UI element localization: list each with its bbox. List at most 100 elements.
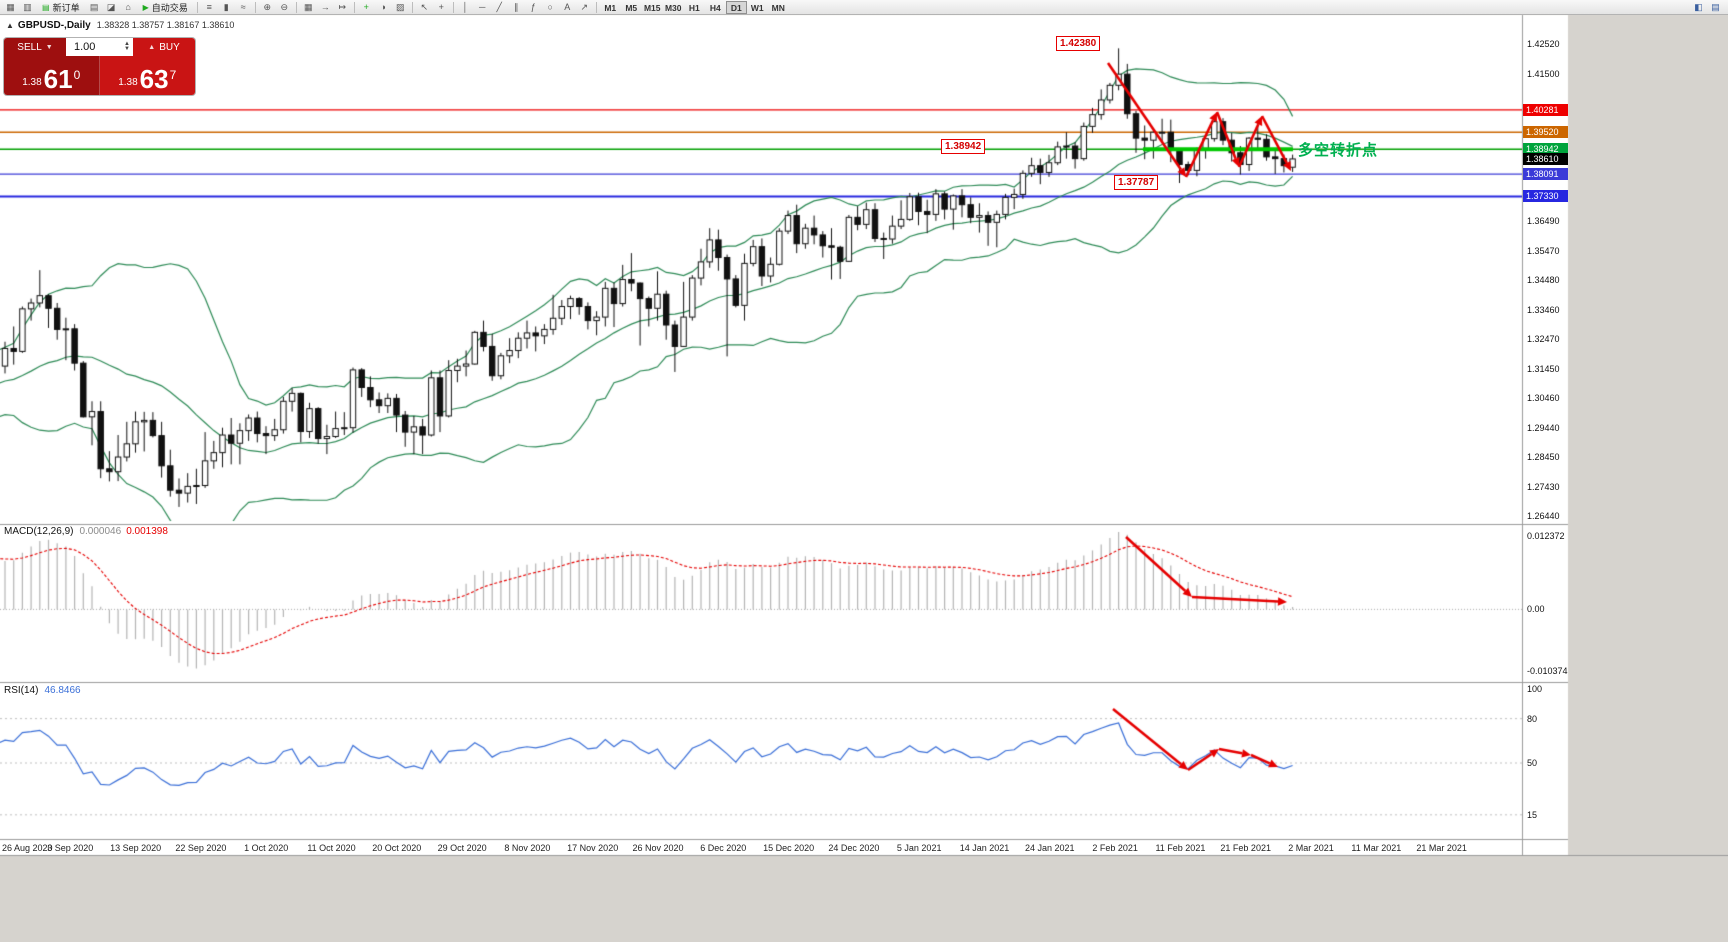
- date-label: 5 Jan 2021: [896, 843, 942, 853]
- price-tick-label: 1.42520: [1527, 39, 1560, 50]
- new-order-button[interactable]: ▤ 新订单: [38, 1, 84, 14]
- volume-down-icon[interactable]: ▼: [124, 46, 130, 52]
- date-label: 24 Jan 2021: [1025, 843, 1075, 853]
- zoom-out-icon[interactable]: ⊖: [280, 1, 289, 12]
- text-icon[interactable]: A: [564, 1, 571, 12]
- price-line-badge: 1.39520: [1523, 126, 1568, 139]
- ask-price-button[interactable]: 1.38 63 7: [99, 56, 195, 95]
- candlestick-chart-icon[interactable]: ▮: [223, 1, 229, 12]
- volume-stepper[interactable]: ▲ ▼: [124, 41, 130, 52]
- timeframe-button-D1[interactable]: D1: [725, 0, 747, 14]
- macd-scale-min: -0.010374: [1527, 666, 1568, 676]
- price-tick-label: 1.31450: [1527, 364, 1560, 375]
- shapes-icon[interactable]: ○: [547, 1, 553, 12]
- autotrading-button[interactable]: ▶ 自动交易: [139, 1, 192, 14]
- main-toolbar: ▦ ▥ ▤ 新订单 ▤ ◪ ⌂ ▶ 自动交易 ≡ ▮ ≈ ⊕ ⊖ ▦ → ↦ + ◑ ▨ ↖ + │ ─ ╱ ∥ ƒ ○ A ↗ M1 M5 M…: [0, 0, 1728, 15]
- macd-name: MACD(12,26,9): [4, 526, 74, 537]
- collapse-trade-panel-icon[interactable]: ▲: [6, 21, 14, 30]
- new-order-button-icon: ▤: [42, 2, 50, 12]
- price-tick-label: 1.32470: [1527, 334, 1560, 345]
- price-tick-label: 1.35470: [1527, 246, 1560, 257]
- timeframe-button-H4[interactable]: H4: [709, 2, 721, 13]
- bid-price-prefix: 1.38: [22, 77, 42, 88]
- date-label: 26 Nov 2020: [632, 843, 684, 853]
- price-annotation-box: 1.37787: [1114, 175, 1159, 190]
- periods-icon[interactable]: ◑: [380, 1, 386, 12]
- price-line-badge: 1.37330: [1523, 190, 1568, 203]
- timeframe-button-M30[interactable]: M30: [664, 2, 682, 13]
- buy-button[interactable]: ▲ BUY: [133, 38, 195, 56]
- chart-shift-icon[interactable]: ↦: [338, 1, 347, 12]
- date-label: 21 Mar 2021: [1416, 843, 1467, 853]
- timeframe-button-M5[interactable]: M5: [625, 2, 638, 13]
- new-chart-icon[interactable]: ▦: [6, 1, 15, 12]
- bid-price-button[interactable]: 1.38 61 0: [4, 56, 100, 95]
- add-indicator-icon[interactable]: +: [363, 1, 369, 12]
- line-chart-icon[interactable]: ≈: [240, 1, 246, 12]
- timeframe-button-M15[interactable]: M15: [643, 2, 661, 13]
- rsi-value: 46.8466: [44, 685, 81, 696]
- toolbar-separator: [353, 1, 355, 13]
- rsi-indicator-label: RSI(14) 46.8466: [4, 685, 81, 696]
- new-order-button-label: 新订单: [52, 2, 80, 13]
- toolbar-separator: [452, 1, 454, 13]
- volume-up-icon[interactable]: ▲: [124, 41, 130, 47]
- fibonacci-icon[interactable]: ƒ: [530, 1, 536, 12]
- ask-price-prefix: 1.38: [118, 77, 138, 88]
- date-label: 15 Dec 2020: [763, 843, 815, 853]
- vertical-line-icon[interactable]: │: [462, 1, 469, 12]
- price-line-badge: 1.38610: [1523, 152, 1568, 165]
- volume-value: 1.00: [74, 41, 96, 53]
- crosshair-icon[interactable]: +: [438, 1, 444, 12]
- price-tick-label: 1.29440: [1527, 422, 1560, 433]
- date-label: 21 Feb 2021: [1220, 843, 1271, 853]
- date-label: 13 Sep 2020: [110, 843, 162, 853]
- timeframe-button-MN[interactable]: MN: [771, 2, 785, 13]
- price-tick-label: 1.30460: [1527, 393, 1560, 404]
- timeframe-button-H1[interactable]: H1: [688, 2, 700, 13]
- market-watch-icon[interactable]: ▤: [89, 1, 99, 12]
- sell-button[interactable]: SELL ▼: [4, 38, 66, 56]
- price-annotation-box: 1.38942: [941, 139, 986, 154]
- horizontal-line-icon[interactable]: ─: [479, 1, 486, 12]
- toolbar-separator: [411, 1, 413, 13]
- ask-price-main: 63: [139, 64, 169, 94]
- data-window-icon[interactable]: ◪: [106, 1, 116, 12]
- auto-scroll-icon[interactable]: →: [320, 1, 330, 12]
- templates-icon[interactable]: ▨: [395, 1, 405, 12]
- price-tick-label: 1.34480: [1527, 275, 1560, 286]
- date-label: 14 Jan 2021: [959, 843, 1010, 853]
- date-label: 11 Mar 2021: [1351, 843, 1402, 853]
- zoom-in-icon[interactable]: ⊕: [263, 1, 272, 12]
- price-tick-label: 1.41500: [1527, 69, 1560, 80]
- tile-windows-icon[interactable]: ▦: [303, 1, 313, 12]
- timeframe-button-M1[interactable]: M1: [604, 2, 617, 13]
- price-tick-label: 1.26440: [1527, 511, 1560, 521]
- toolbar-separator: [196, 1, 198, 13]
- arrows-icon[interactable]: ↗: [580, 1, 589, 12]
- autotrading-button-label: 自动交易: [151, 2, 188, 13]
- date-label: 20 Oct 2020: [372, 843, 422, 853]
- macd-indicator-label: MACD(12,26,9) 0.000046 0.001398: [4, 526, 168, 537]
- timeframe-button-W1[interactable]: W1: [750, 2, 764, 13]
- date-label: 17 Nov 2020: [567, 843, 619, 853]
- bid-price-main: 61: [43, 64, 73, 94]
- trendline-icon[interactable]: ╱: [496, 1, 502, 12]
- price-annotation-box: 1.42380: [1056, 36, 1101, 51]
- date-label: 2 Mar 2021: [1288, 843, 1334, 853]
- macd-scale-zero: 0.00: [1527, 604, 1545, 614]
- date-label: 2 Feb 2021: [1092, 843, 1138, 853]
- window-tile-icon[interactable]: ▤: [1711, 2, 1720, 12]
- bar-chart-icon[interactable]: ≡: [206, 1, 212, 12]
- channel-icon[interactable]: ∥: [514, 1, 519, 12]
- window-cascade-icon[interactable]: ◧: [1694, 2, 1703, 12]
- date-label: 22 Sep 2020: [175, 843, 227, 853]
- date-label: 6 Dec 2020: [700, 843, 747, 853]
- cursor-icon[interactable]: ↖: [420, 1, 429, 12]
- chart-list-icon[interactable]: ▥: [23, 1, 32, 12]
- navigator-icon[interactable]: ⌂: [125, 1, 131, 12]
- volume-input[interactable]: 1.00 ▲ ▼: [66, 38, 133, 56]
- date-label: 11 Oct 2020: [307, 843, 356, 853]
